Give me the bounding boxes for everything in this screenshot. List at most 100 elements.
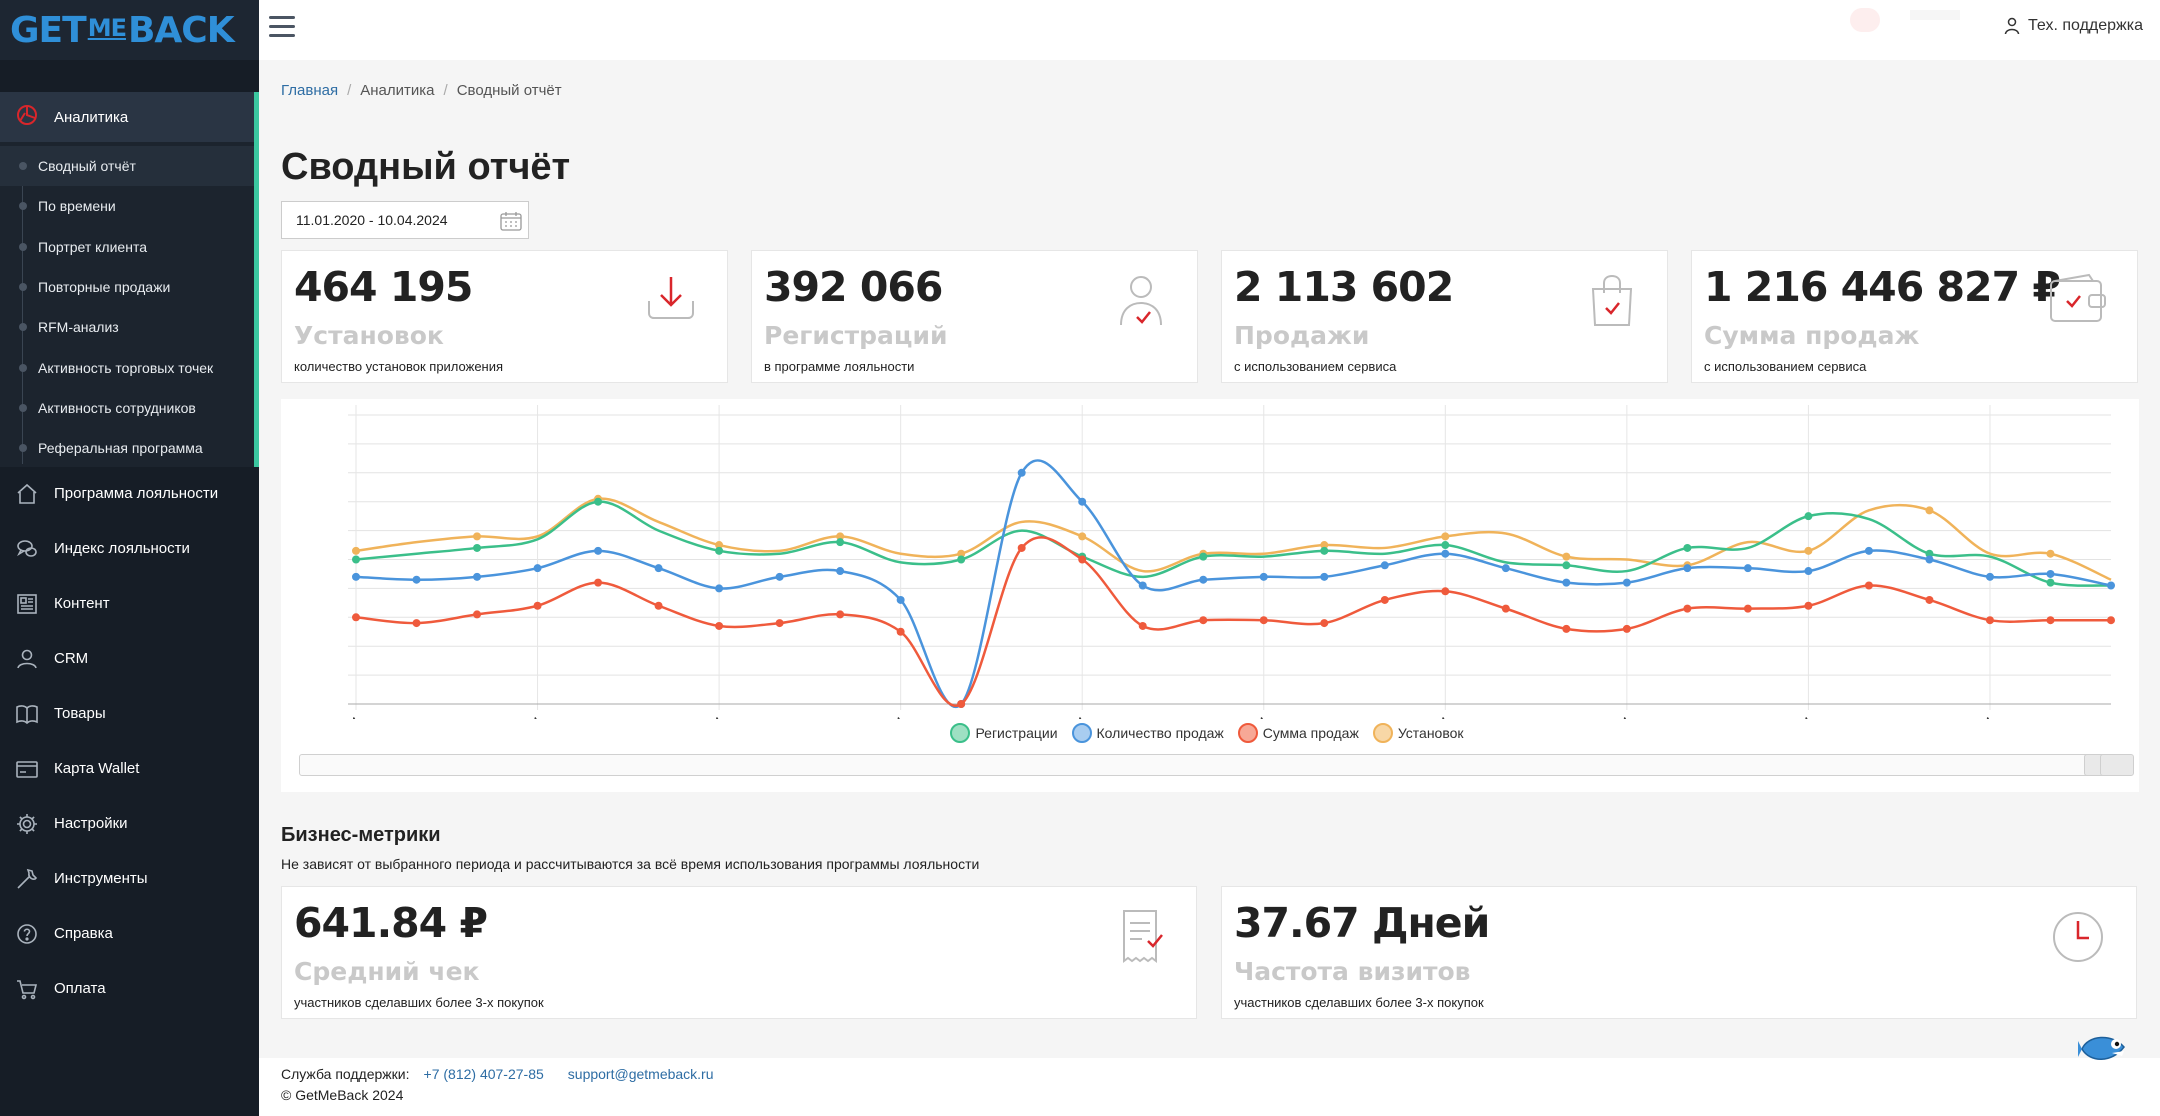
stat-value: 2 113 602 bbox=[1234, 263, 1454, 311]
data-point bbox=[836, 532, 845, 541]
data-point bbox=[1683, 543, 1692, 552]
data-point bbox=[1441, 549, 1450, 558]
submenu-dot bbox=[19, 363, 27, 372]
data-point bbox=[957, 555, 966, 564]
scroller-handle-right[interactable] bbox=[2100, 754, 2134, 776]
submenu-item-client-portrait[interactable]: Портрет клиента bbox=[0, 227, 254, 267]
submenu-label: Повторные продажи bbox=[38, 279, 171, 296]
data-point bbox=[836, 610, 845, 619]
submenu-dot bbox=[19, 162, 27, 171]
submenu-item-repeat-sales[interactable]: Повторные продажи bbox=[0, 267, 254, 307]
data-point bbox=[2107, 581, 2115, 590]
footer-email-link[interactable]: support@getmeback.ru bbox=[567, 1066, 714, 1082]
x-tick-label: 18.03.2024 bbox=[661, 714, 725, 719]
footer: Служба поддержки: +7 (812) 407-27-85 suppo… bbox=[259, 1058, 2160, 1116]
sidebar-item-label: Карта Wallet bbox=[54, 760, 140, 777]
line-chart: 12.03.2024 15.03.2024 18.03.2024 21.03.2024… bbox=[298, 405, 2115, 719]
data-point bbox=[1441, 532, 1450, 541]
sidebar-item-payment[interactable]: Оплата bbox=[0, 961, 254, 1016]
data-point bbox=[352, 613, 360, 622]
data-point bbox=[957, 549, 966, 558]
stat-label: Сумма продаж bbox=[1704, 321, 1920, 350]
submenu-dot bbox=[19, 403, 27, 412]
sidebar-item-products[interactable]: Товары bbox=[0, 686, 254, 741]
legend-item-installs[interactable]: Установок bbox=[1372, 723, 1464, 743]
stat-label: Регистраций bbox=[764, 321, 948, 350]
tech-support-link[interactable]: Тех. поддержка bbox=[2004, 17, 2143, 35]
data-point bbox=[896, 627, 905, 636]
data-point bbox=[1199, 552, 1208, 561]
date-range-picker[interactable]: 11.01.2020 - 10.04.2024 bbox=[281, 201, 529, 239]
submenu-item-rfm[interactable]: RFM-анализ bbox=[0, 307, 254, 347]
data-point bbox=[1925, 595, 1934, 604]
data-point bbox=[352, 555, 360, 564]
data-point bbox=[1925, 555, 1934, 564]
sidebar-item-content[interactable]: Контент bbox=[0, 576, 254, 631]
sidebar-item-label: Контент bbox=[54, 595, 110, 612]
submenu-label: Активность торговых точек bbox=[38, 359, 214, 376]
metric-card-visit-frequency: 37.67 Дней Частота визитов участников сд… bbox=[1221, 886, 2137, 1019]
submenu-label: Портрет клиента bbox=[38, 238, 147, 255]
data-point bbox=[352, 546, 360, 555]
legend-item-sales-sum[interactable]: Сумма продаж bbox=[1237, 723, 1359, 743]
legend-item-sales-count[interactable]: Количество продаж bbox=[1071, 723, 1224, 743]
logo-text: GETMEBACK bbox=[10, 9, 235, 51]
data-point bbox=[1441, 541, 1450, 550]
legend-swatch bbox=[1237, 723, 1258, 743]
logo[interactable]: GETMEBACK bbox=[0, 0, 259, 60]
content-icon bbox=[14, 592, 40, 616]
stat-label: Средний чек bbox=[294, 957, 480, 986]
data-point bbox=[1320, 572, 1329, 581]
stat-label: Частота визитов bbox=[1234, 957, 1471, 986]
submenu-item-referral[interactable]: Реферальная программа bbox=[0, 428, 254, 468]
x-tick-label: 08.04.2024 bbox=[1932, 714, 1996, 719]
sidebar-item-help[interactable]: Справка bbox=[0, 906, 254, 961]
data-point bbox=[1864, 581, 1873, 590]
fish-mascot-icon[interactable] bbox=[2078, 1029, 2130, 1074]
menu-toggle-icon[interactable] bbox=[269, 16, 295, 38]
chart-range-scroller[interactable] bbox=[299, 754, 2134, 776]
sidebar-item-label: Настройки bbox=[54, 815, 128, 832]
book-icon bbox=[14, 702, 40, 726]
x-tick-label: 02.04.2024 bbox=[1569, 714, 1633, 719]
breadcrumb-home[interactable]: Главная bbox=[281, 82, 339, 99]
sidebar-item-loyalty-program[interactable]: Программа лояльности bbox=[0, 466, 254, 521]
data-point bbox=[1441, 587, 1450, 596]
submenu-item-outlets[interactable]: Активность торговых точек bbox=[0, 347, 254, 387]
data-point bbox=[1925, 549, 1934, 558]
legend-item-registrations[interactable]: Регистрации bbox=[950, 723, 1058, 743]
submenu-item-employees[interactable]: Активность сотрудников bbox=[0, 388, 254, 428]
breadcrumb-section[interactable]: Аналитика bbox=[360, 82, 435, 99]
stat-subtitle: с использованием сервиса bbox=[1234, 359, 1397, 374]
stat-value: 392 066 bbox=[764, 263, 943, 311]
data-point bbox=[1017, 543, 1026, 552]
sidebar-item-settings[interactable]: Настройки bbox=[0, 796, 254, 851]
sidebar-item-label: Оплата bbox=[54, 980, 106, 997]
sidebar-item-loyalty-index[interactable]: Индекс лояльности bbox=[0, 521, 254, 576]
help-icon bbox=[14, 922, 40, 946]
stat-subtitle: количество установок приложения bbox=[294, 359, 504, 374]
legend-label: Регистрации bbox=[975, 725, 1058, 741]
sidebar-item-analytics[interactable]: Аналитика bbox=[0, 92, 254, 142]
sidebar-item-label: Инструменты bbox=[54, 870, 148, 887]
balance-placeholder bbox=[1910, 10, 1960, 20]
sidebar-item-crm[interactable]: CRM bbox=[0, 631, 254, 686]
data-point bbox=[1017, 468, 1026, 477]
legend-swatch bbox=[1372, 723, 1393, 743]
date-range-value: 11.01.2020 - 10.04.2024 bbox=[296, 212, 448, 228]
sidebar-item-tools[interactable]: Инструменты bbox=[0, 851, 254, 906]
footer-phone-link[interactable]: +7 (812) 407-27-85 bbox=[423, 1066, 544, 1082]
submenu-label: Реферальная программа bbox=[38, 440, 203, 457]
data-point bbox=[594, 546, 603, 555]
clock-icon bbox=[2050, 909, 2106, 970]
data-point bbox=[1199, 575, 1208, 584]
analytics-icon bbox=[14, 102, 40, 133]
data-point bbox=[412, 575, 421, 584]
stat-value: 641.84 ₽ bbox=[294, 899, 488, 947]
submenu-item-by-time[interactable]: По времени bbox=[0, 186, 254, 226]
user-icon bbox=[2004, 17, 2020, 35]
sidebar-item-label: CRM bbox=[54, 650, 89, 667]
submenu-item-summary[interactable]: Сводный отчёт bbox=[0, 146, 254, 187]
data-point bbox=[1380, 561, 1389, 570]
sidebar-item-wallet-card[interactable]: Карта Wallet bbox=[0, 741, 254, 796]
